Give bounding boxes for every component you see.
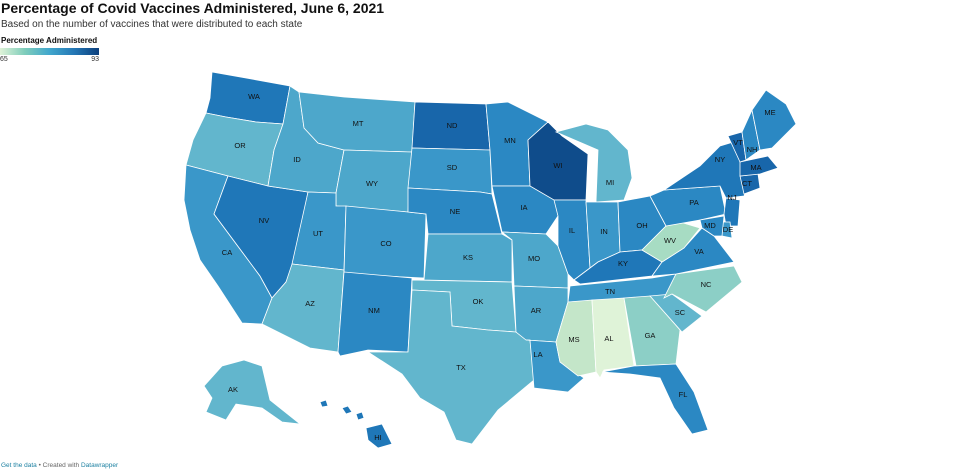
label-MA: MA [750,163,761,172]
label-OK: OK [473,297,484,306]
label-SD: SD [447,163,458,172]
label-NH: NH [747,145,758,154]
label-MO: MO [528,254,540,263]
state-HI-island [341,405,353,415]
label-VT: VT [733,138,743,147]
label-IL: IL [569,226,575,235]
label-MN: MN [504,136,516,145]
label-OR: OR [234,141,246,150]
label-IA: IA [520,203,527,212]
label-KY: KY [618,259,628,268]
label-TN: TN [605,287,615,296]
legend-gradient-bar [0,48,99,55]
chart-title: Percentage of Covid Vaccines Administere… [1,0,385,16]
state-HI[interactable] [365,423,393,449]
legend-max-label: 93 [91,56,99,63]
label-AR: AR [531,306,542,315]
header: Percentage of Covid Vaccines Administere… [0,0,980,31]
label-WI: WI [553,161,562,170]
color-legend: Percentage Administered 65 93 [0,36,110,63]
legend-title: Percentage Administered [1,36,98,45]
label-CT: CT [742,179,752,188]
state-MI[interactable] [554,123,633,203]
footer: Get the data • Created with Datawrapper [1,462,118,469]
state-NJ[interactable] [723,197,741,227]
label-UT: UT [313,229,323,238]
label-DE: DE [723,225,733,234]
label-AK: AK [228,385,238,394]
state-ME[interactable] [751,89,797,151]
state-FL[interactable] [601,363,709,435]
state-KS[interactable] [423,233,513,283]
label-MT: MT [353,119,364,128]
state-MD[interactable] [699,215,725,237]
state-GA[interactable] [623,295,681,367]
state-CO[interactable] [343,205,427,279]
label-NV: NV [259,216,269,225]
label-VA: VA [694,247,703,256]
label-AZ: AZ [305,299,315,308]
datawrapper-link[interactable]: Datawrapper [80,462,119,469]
label-CO: CO [380,239,391,248]
label-NC: NC [701,280,712,289]
label-NM: NM [368,306,380,315]
label-KS: KS [463,253,473,262]
label-LA: LA [533,350,542,359]
label-NE: NE [450,207,460,216]
label-MD: MD [704,221,716,230]
label-MI: MI [606,178,614,187]
chart-subtitle: Based on the number of vaccines that wer… [1,19,303,30]
state-MA[interactable] [739,155,779,177]
label-WY: WY [366,179,378,188]
state-TX[interactable] [366,289,535,445]
legend-labels: 65 93 [0,56,99,63]
label-ID: ID [293,155,301,164]
label-MS: MS [568,335,579,344]
label-OH: OH [636,221,647,230]
state-SC[interactable] [649,293,703,333]
label-NJ: NJ [727,193,736,202]
label-WA: WA [248,92,260,101]
label-NY: NY [715,155,725,164]
state-AK[interactable] [203,359,302,425]
label-FL: FL [679,390,688,399]
label-WV: WV [664,236,676,245]
get-data-link[interactable]: Get the data [1,462,37,469]
label-CA: CA [222,248,232,257]
state-MO[interactable] [500,231,569,289]
label-HI: HI [374,433,382,442]
label-PA: PA [689,198,698,207]
state-WI[interactable] [527,121,589,201]
label-GA: GA [645,331,656,340]
label-ND: ND [447,121,458,130]
label-IN: IN [600,227,608,236]
label-SC: SC [675,308,686,317]
label-AL: AL [604,334,613,343]
state-labels: WA OR CA NV ID MT WY UT CO AZ NM ND SD N… [222,92,776,442]
footer-separator: • Created with [36,462,81,469]
label-TX: TX [456,363,466,372]
state-HI-island [319,399,329,408]
label-ME: ME [764,108,775,117]
state-HI-island [355,411,365,421]
legend-min-label: 65 [0,56,8,63]
state-NM[interactable] [337,271,413,357]
